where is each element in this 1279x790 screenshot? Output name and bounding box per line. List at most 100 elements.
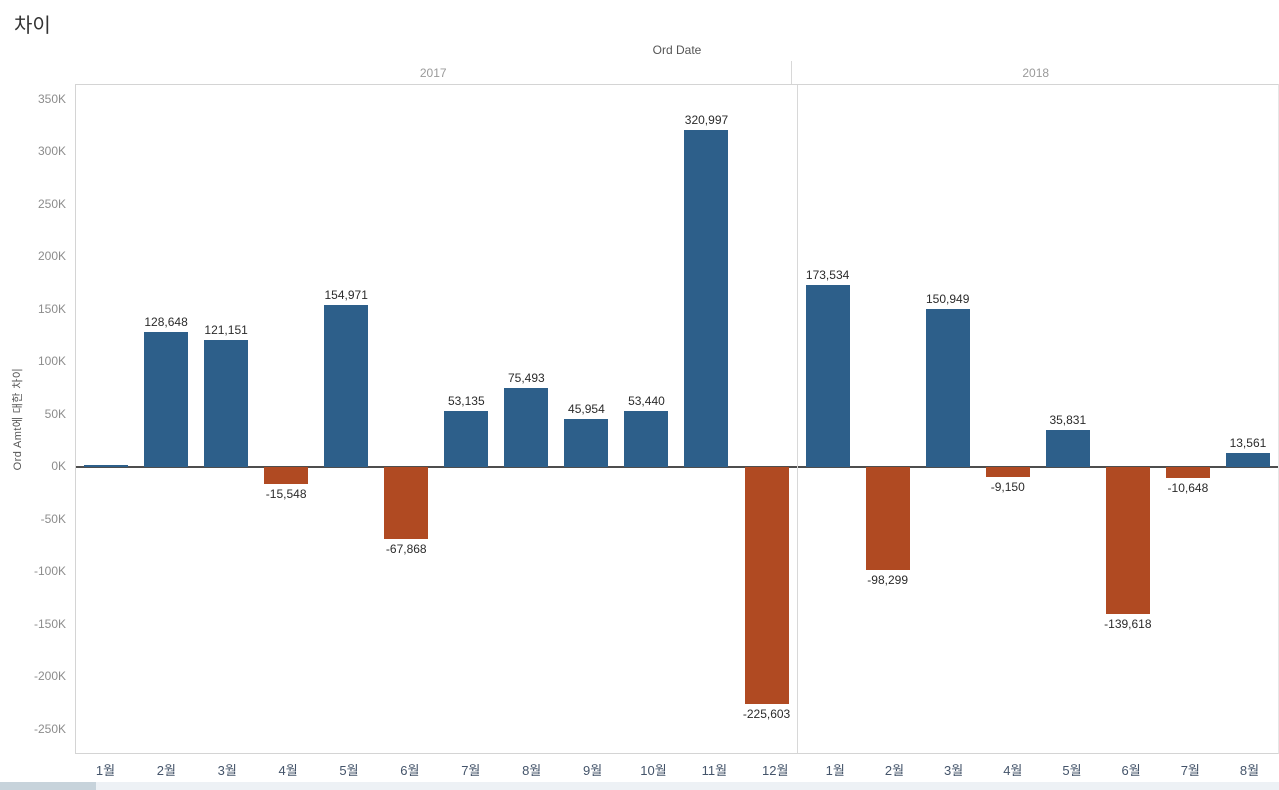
y-tick-label: -100K: [33, 564, 66, 579]
y-tick-label: 200K: [37, 249, 66, 264]
x-axis-label[interactable]: 8월: [522, 763, 542, 778]
bar-slot: 173,534: [798, 85, 858, 753]
chart: Ord Date 2017 2018 Ord Amt에 대한 차이 350K 300…: [0, 39, 1279, 782]
bar-slot: 128,648: [136, 85, 196, 753]
bar-slot: 150,949: [918, 85, 978, 753]
bar[interactable]: [444, 411, 489, 468]
x-axis-label[interactable]: 6월: [1121, 763, 1141, 778]
x-axis-label[interactable]: 1월: [825, 763, 845, 778]
bar-slot: -9,150: [978, 85, 1038, 753]
scrollbar-handle[interactable]: [0, 782, 96, 790]
bar-value-label: 75,493: [507, 370, 545, 385]
y-tick-label: 250K: [37, 196, 66, 211]
bar-value-label: 150,949: [926, 291, 970, 306]
y-tick-label: -150K: [33, 616, 66, 631]
x-axis-label[interactable]: 4월: [1003, 763, 1023, 778]
x-axis-label[interactable]: 11월: [701, 763, 728, 778]
x-axis-label[interactable]: 8월: [1239, 763, 1260, 778]
bar[interactable]: [684, 130, 729, 468]
bar-slot: 13,561: [1218, 85, 1278, 753]
y-tick-label: 300K: [37, 144, 66, 159]
x-axis-label[interactable]: 5월: [339, 763, 359, 778]
x-axis-pane: 1월 2월 3월 4월 5월 6월 7월 8월: [806, 754, 1279, 782]
y-tick-label: 100K: [37, 354, 66, 369]
y-tick-label: -250K: [33, 721, 66, 736]
x-axis-label[interactable]: 6월: [400, 763, 420, 778]
bar[interactable]: [1105, 467, 1150, 614]
bar-slot: 121,151: [196, 85, 256, 753]
bar[interactable]: [564, 418, 609, 468]
bar[interactable]: [144, 332, 189, 468]
bar-value-label: 53,440: [628, 394, 665, 409]
bar-value-label: -9,150: [990, 479, 1025, 494]
bar[interactable]: [204, 340, 249, 468]
bar[interactable]: [1165, 467, 1210, 479]
bar[interactable]: [1225, 453, 1270, 468]
y-tick-label: 0K: [51, 459, 66, 474]
column-field-header[interactable]: Ord Date: [652, 43, 702, 57]
x-axis-label[interactable]: 4월: [278, 763, 298, 778]
y-axis-title: Ord Amt에 대한 차이: [12, 367, 24, 471]
bar-value-label: 320,997: [684, 113, 729, 128]
bar-value-label: -225,603: [742, 707, 791, 722]
y-tick-label: 150K: [37, 301, 66, 316]
x-axis-label[interactable]: 2월: [884, 763, 905, 778]
bar-slot: -98,299: [858, 85, 918, 753]
bar[interactable]: [324, 304, 369, 468]
year-pane: 128,648 121,151 -15,548 154,971 -67,868 53,13…: [76, 85, 797, 753]
bar-slot: 53,440: [616, 85, 676, 753]
bar-slot: 53,135: [436, 85, 496, 753]
x-axis-label[interactable]: 7월: [461, 763, 481, 778]
bar[interactable]: [624, 411, 669, 468]
bar-value-label: 13,561: [1229, 436, 1267, 451]
y-tick-label: -50K: [40, 511, 66, 526]
bar-slot: -139,618: [1098, 85, 1158, 753]
bar[interactable]: [384, 467, 429, 539]
x-axis-label[interactable]: 3월: [217, 763, 237, 778]
bar-value-label: 173,534: [805, 268, 850, 283]
x-axis-label[interactable]: 3월: [944, 763, 964, 778]
bar-value-label: 154,971: [324, 287, 368, 302]
bar[interactable]: [985, 467, 1030, 477]
x-axis-pane: 1월 2월 3월 4월 5월 6월 7월 8월 9월 10월 11월 12월: [75, 754, 806, 782]
x-axis-label[interactable]: 9월: [582, 763, 603, 778]
bar[interactable]: [504, 387, 549, 468]
bar-slot: 320,997: [676, 85, 736, 753]
bar-value-label: 35,831: [1049, 412, 1087, 427]
year-header-row: 2017 2018: [75, 61, 1279, 84]
bar[interactable]: [1045, 429, 1090, 468]
year-header[interactable]: 2017: [419, 65, 447, 80]
x-axis-label[interactable]: 2월: [156, 763, 176, 778]
x-axis-label[interactable]: 7월: [1180, 763, 1200, 778]
bar[interactable]: [925, 308, 970, 468]
bar-slot: -15,548: [256, 85, 316, 753]
bar-slot: 154,971: [316, 85, 376, 753]
bar[interactable]: [744, 467, 789, 705]
bar-slot: 75,493: [496, 85, 556, 753]
x-axis-label[interactable]: 12월: [762, 763, 789, 778]
bar-value-label: 53,135: [447, 394, 485, 409]
x-axis-label[interactable]: 1월: [95, 763, 116, 778]
plot-area: 128,648 121,151 -15,548 154,971 -67,868 53,13…: [75, 84, 1279, 754]
sheet-title: 차이: [14, 15, 51, 37]
y-tick-label: 350K: [37, 91, 66, 106]
horizontal-scrollbar[interactable]: [0, 782, 1279, 790]
bar-value-label: 121,151: [204, 323, 248, 338]
bar-slot: 45,954: [556, 85, 616, 753]
x-axis-label[interactable]: 5월: [1062, 763, 1082, 778]
bar[interactable]: [865, 467, 910, 571]
bar[interactable]: [805, 285, 850, 468]
x-axis-label[interactable]: 10월: [640, 763, 667, 778]
bar-value-label: 128,648: [144, 315, 188, 330]
year-header[interactable]: 2018: [791, 61, 1279, 84]
y-tick-label: 50K: [44, 406, 66, 421]
zero-line: [76, 466, 1278, 469]
bar[interactable]: [264, 467, 309, 484]
bar-slot: -225,603: [737, 85, 797, 753]
bar[interactable]: [84, 465, 129, 468]
year-pane: 173,534 -98,299 150,949 -9,150 35,831 -139,61…: [796, 85, 1278, 753]
bar-value-label: -139,618: [1104, 616, 1152, 631]
y-axis: Ord Amt에 대한 차이 350K 300K 250K 200K 150K 100K 5…: [0, 84, 75, 754]
bar-slot: -67,868: [376, 85, 436, 753]
